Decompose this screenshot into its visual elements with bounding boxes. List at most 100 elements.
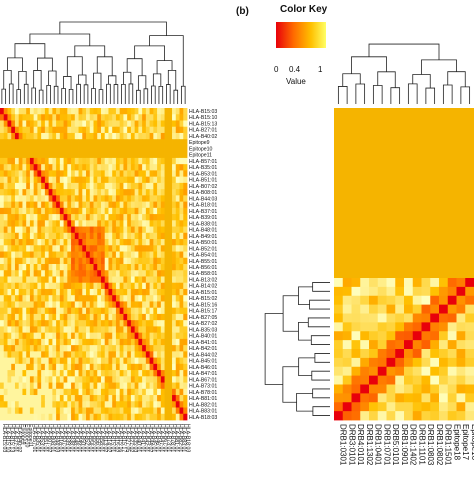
heatmap-a-row-label: HLA-B18:01 bbox=[189, 203, 217, 209]
heatmap-b-cell bbox=[386, 340, 396, 350]
heatmap-a-cell bbox=[130, 251, 136, 259]
heatmap-a-cell bbox=[130, 401, 136, 408]
heatmap-a-cell bbox=[48, 139, 53, 146]
heatmap-a-cell bbox=[108, 276, 113, 284]
heatmap-a-cell bbox=[108, 232, 113, 240]
heatmap-a-cell bbox=[74, 338, 79, 346]
heatmap-b-cell bbox=[421, 393, 431, 403]
heatmap-a-cell bbox=[67, 157, 72, 165]
heatmap-a-cell bbox=[127, 226, 132, 234]
heatmap-a-cell bbox=[41, 170, 46, 178]
heatmap-a-cell bbox=[44, 120, 50, 128]
heatmap-a-cell bbox=[18, 295, 23, 302]
heatmap-b-cell bbox=[439, 313, 449, 323]
heatmap-a-cell bbox=[86, 214, 91, 221]
heatmap-b-cell bbox=[447, 322, 457, 332]
heatmap-a-cell bbox=[142, 257, 147, 265]
heatmap-a-cell bbox=[44, 251, 50, 259]
heatmap-a-cell bbox=[7, 189, 12, 196]
heatmap-a-cell bbox=[48, 232, 53, 240]
heatmap-a-cell bbox=[145, 363, 150, 371]
heatmap-a-cell bbox=[3, 357, 8, 365]
heatmap-a-cell bbox=[172, 164, 177, 171]
heatmap-a-cell bbox=[100, 270, 106, 277]
heatmap-b-cell bbox=[360, 393, 370, 403]
heatmap-a-cell bbox=[33, 332, 38, 340]
heatmap-a-row-label: HLA-B57:01 bbox=[189, 159, 217, 165]
heatmap-b-cell bbox=[360, 357, 370, 368]
heatmap-a-cell bbox=[86, 170, 91, 178]
heatmap-a-cell bbox=[3, 345, 8, 352]
heatmap-a-cell bbox=[48, 226, 53, 234]
heatmap-a-cell bbox=[63, 114, 68, 121]
heatmap-a-cell bbox=[112, 282, 117, 290]
heatmap-a-column-label: HLA-B18:03 bbox=[184, 424, 190, 452]
heatmap-b-cell bbox=[412, 331, 422, 341]
heatmap-a-cell bbox=[168, 201, 173, 209]
heatmap-a-cell bbox=[44, 407, 50, 415]
heatmap-a-cell bbox=[29, 401, 35, 408]
heatmap-b-cell bbox=[447, 366, 457, 377]
heatmap-a-cell bbox=[44, 207, 50, 215]
heatmap-a-cell bbox=[97, 257, 102, 265]
heatmap-a-cell bbox=[160, 232, 165, 240]
heatmap-a-cell bbox=[175, 245, 180, 252]
heatmap-a-cell bbox=[115, 357, 121, 365]
heatmap-a-cell bbox=[63, 201, 68, 209]
heatmap-a-cell bbox=[37, 189, 42, 196]
heatmap-a-cell bbox=[82, 164, 87, 171]
heatmap-a-cell bbox=[123, 332, 128, 340]
heatmap-a-cell bbox=[134, 214, 139, 221]
heatmap-a-cell bbox=[164, 189, 169, 196]
heatmap-a-cell bbox=[89, 114, 94, 121]
heatmap-a-cell bbox=[130, 320, 136, 327]
heatmap-a-cell bbox=[89, 201, 94, 209]
heatmap-a-cell bbox=[74, 313, 79, 321]
heatmap-a-cell bbox=[175, 207, 180, 215]
heatmap-a-cell bbox=[56, 245, 61, 252]
heatmap-a-column-label: HLA-B40:02 bbox=[16, 424, 22, 452]
heatmap-a-cell bbox=[41, 132, 46, 140]
heatmap-a-cell bbox=[63, 157, 68, 165]
heatmap-a-cell bbox=[115, 370, 121, 377]
heatmap-b-cell bbox=[395, 286, 405, 297]
heatmap-a-cell bbox=[18, 245, 23, 252]
heatmap-a-cell bbox=[145, 182, 150, 190]
heatmap-a-cell bbox=[26, 313, 31, 321]
heatmap-a-cell bbox=[127, 332, 132, 340]
heatmap-a-cell bbox=[172, 395, 177, 402]
heatmap-a-cell bbox=[14, 132, 20, 140]
heatmap-a-cell bbox=[153, 332, 158, 340]
heatmap-a-cell bbox=[160, 345, 165, 352]
heatmap-b-cell bbox=[360, 331, 370, 341]
heatmap-a-cell bbox=[160, 257, 165, 265]
heatmap-b-cell bbox=[456, 411, 466, 421]
heatmap-a-cell bbox=[86, 388, 91, 396]
heatmap-a-cell bbox=[74, 413, 79, 421]
heatmap-a-cell bbox=[63, 207, 68, 215]
heatmap-a-cell bbox=[67, 363, 72, 371]
heatmap-b-cell bbox=[456, 393, 466, 403]
heatmap-b-cell bbox=[412, 357, 422, 368]
heatmap-a-cell bbox=[130, 370, 136, 377]
heatmap-b-cell bbox=[465, 322, 474, 332]
heatmap-a-cell bbox=[56, 301, 61, 309]
heatmap-b-cell bbox=[465, 357, 474, 368]
heatmap-b-cell bbox=[465, 375, 474, 385]
heatmap-a-cell bbox=[175, 320, 180, 327]
heatmap-a-cell bbox=[78, 370, 83, 377]
heatmap-a-cell bbox=[0, 320, 5, 327]
heatmap-a-cell bbox=[63, 276, 68, 284]
heatmap-a-cell bbox=[160, 301, 165, 309]
heatmap-a-cell bbox=[0, 232, 5, 240]
heatmap-a-cell bbox=[67, 164, 72, 171]
heatmap-a-cell bbox=[145, 207, 150, 215]
heatmap-a-cell bbox=[3, 157, 8, 165]
heatmap-a-cell bbox=[78, 345, 83, 352]
heatmap-a-cell bbox=[142, 145, 147, 153]
heatmap-a-cell bbox=[22, 395, 27, 402]
heatmap-a-cell bbox=[56, 232, 61, 240]
heatmap-a-cell bbox=[104, 351, 109, 358]
heatmap-a-cell bbox=[33, 201, 38, 209]
heatmap-a-row-label: HLA-B41:01 bbox=[189, 340, 217, 346]
